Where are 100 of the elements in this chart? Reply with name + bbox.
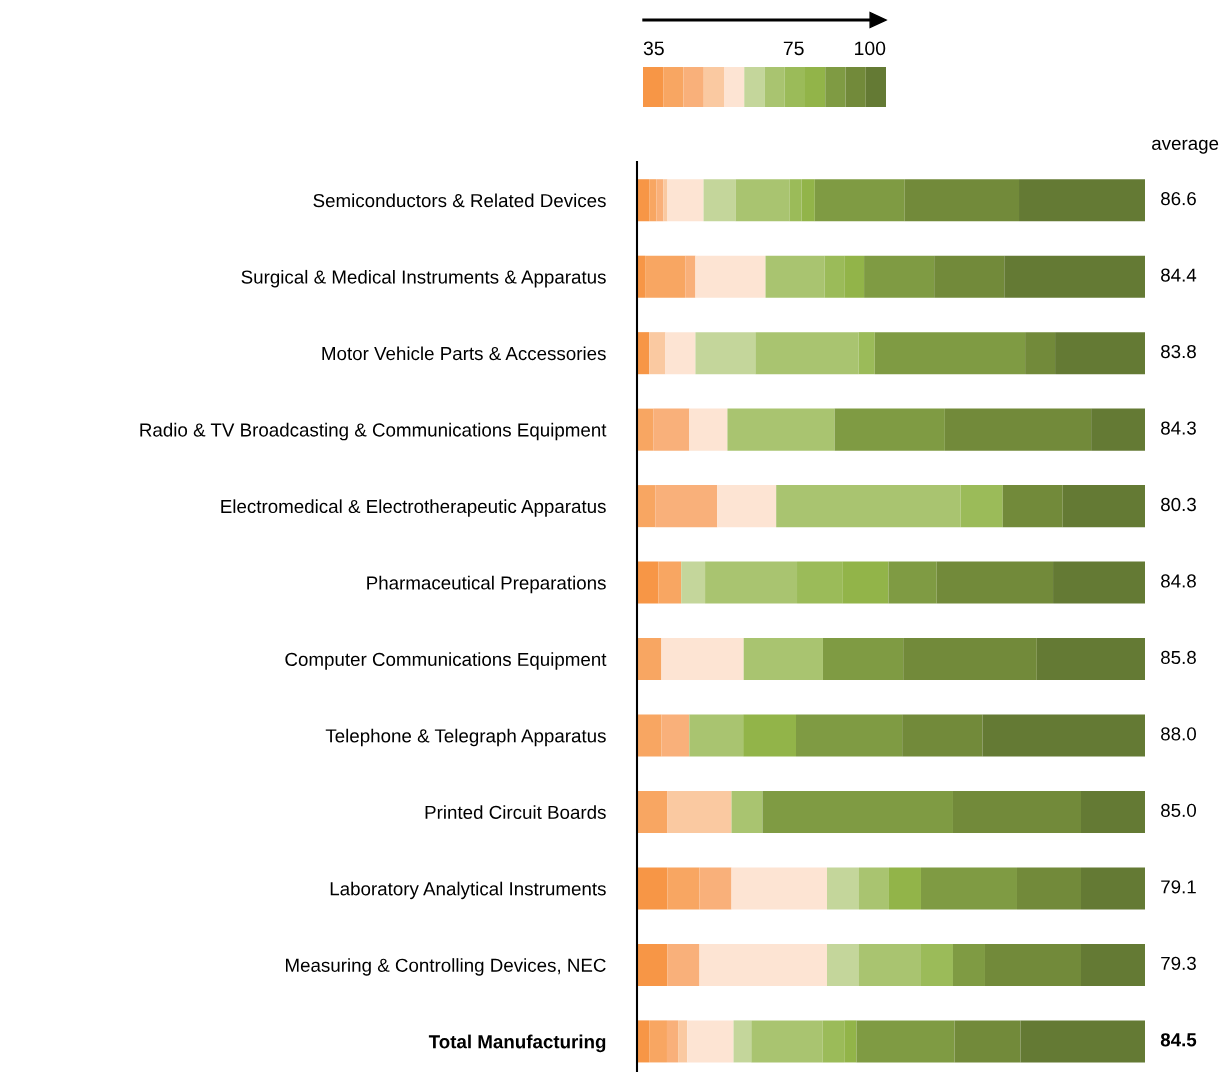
text: 88.0 <box>1161 727 1196 741</box>
y-tick-label: Motor Vehicle Parts & Accessories <box>322 346 606 361</box>
bar <box>678 1020 688 1063</box>
bar <box>797 561 843 604</box>
bar <box>653 408 690 451</box>
bar <box>637 561 659 604</box>
bar <box>824 255 845 298</box>
bar <box>822 1020 845 1063</box>
bar <box>637 332 650 375</box>
bar <box>695 255 766 298</box>
bar <box>735 179 790 222</box>
text: 84.5 <box>1160 1033 1197 1047</box>
bar <box>822 638 904 681</box>
bar <box>920 943 953 986</box>
bar <box>826 943 859 986</box>
bar <box>856 1020 955 1063</box>
y-tick-label: Pharmaceutical Preparations <box>367 575 606 594</box>
text: 84.4 <box>1161 268 1197 282</box>
bar <box>665 332 696 375</box>
y-tick-label: Radio & TV Broadcasting & Communications Equipment <box>140 422 607 441</box>
bar <box>685 255 696 298</box>
y-tick-label: Surgical & Medical Instruments & Apparatus <box>241 269 606 288</box>
bar <box>888 867 921 910</box>
bar <box>655 485 718 528</box>
bar <box>984 943 1081 986</box>
bar <box>637 714 662 757</box>
bar <box>762 790 953 834</box>
bar <box>1025 332 1056 375</box>
bar <box>667 790 732 834</box>
bar <box>645 255 686 298</box>
bar <box>765 255 825 298</box>
y-tick-label: Measuring & Controlling Devices, NEC <box>286 958 606 976</box>
bar <box>814 179 905 222</box>
bar <box>699 867 732 910</box>
text: 84.3 <box>1161 421 1196 435</box>
bar <box>1091 408 1145 451</box>
bar <box>1016 867 1081 910</box>
bar <box>960 485 1003 528</box>
bar <box>1080 943 1145 986</box>
bar <box>663 179 668 222</box>
bar <box>666 1020 679 1063</box>
bar <box>637 408 654 451</box>
bar <box>637 638 662 681</box>
bar <box>1062 485 1145 528</box>
bar <box>834 408 945 451</box>
bar <box>705 561 798 604</box>
bar <box>687 1020 734 1063</box>
bar <box>661 714 690 757</box>
bar <box>1055 332 1145 375</box>
bar <box>859 867 889 910</box>
bar <box>842 561 889 604</box>
text: 79.1 <box>1161 880 1196 894</box>
bar <box>731 867 827 910</box>
bar <box>864 255 935 298</box>
bar <box>637 790 668 834</box>
bar <box>699 943 827 986</box>
bar <box>801 179 815 222</box>
text: 84.8 <box>1161 574 1196 588</box>
bar <box>689 408 728 451</box>
bar <box>1080 790 1145 834</box>
text: 79.3 <box>1161 956 1196 970</box>
text: 85.8 <box>1161 650 1196 665</box>
text: 86.6 <box>1161 191 1196 206</box>
bar <box>844 1020 857 1063</box>
y-tick-label: Printed Circuit Boards <box>425 805 606 819</box>
bar <box>936 561 1054 604</box>
bar <box>1002 485 1063 528</box>
text: average <box>1152 139 1219 154</box>
y-tick-label: Total Manufacturing <box>428 1034 606 1053</box>
text: 80.3 <box>1161 497 1196 512</box>
bar <box>755 332 859 375</box>
bar <box>874 332 1026 375</box>
bar <box>776 485 961 528</box>
text: 100 <box>855 41 886 56</box>
bar <box>681 561 706 604</box>
bar <box>844 255 865 298</box>
bar <box>637 867 668 910</box>
bar <box>859 943 921 986</box>
text: 35 <box>643 41 664 56</box>
bar <box>743 638 823 681</box>
bar <box>695 332 756 375</box>
bar <box>858 332 875 375</box>
y-tick-label: Laboratory Analytical Instruments <box>330 881 606 900</box>
bar <box>982 714 1145 757</box>
bar <box>637 1020 650 1063</box>
bar <box>902 714 983 757</box>
bar <box>888 561 937 604</box>
bar <box>952 790 1081 834</box>
bar <box>637 179 650 222</box>
bar <box>952 943 985 986</box>
bar <box>1080 867 1145 910</box>
bar <box>667 867 700 910</box>
bar <box>689 714 744 757</box>
bar <box>751 1020 823 1063</box>
y-tick-label: Semiconductors & Related Devices <box>313 193 606 208</box>
bar <box>649 179 657 222</box>
bar <box>826 867 859 910</box>
bar <box>903 638 1037 681</box>
text: 75 <box>783 41 804 56</box>
bar <box>658 561 682 604</box>
